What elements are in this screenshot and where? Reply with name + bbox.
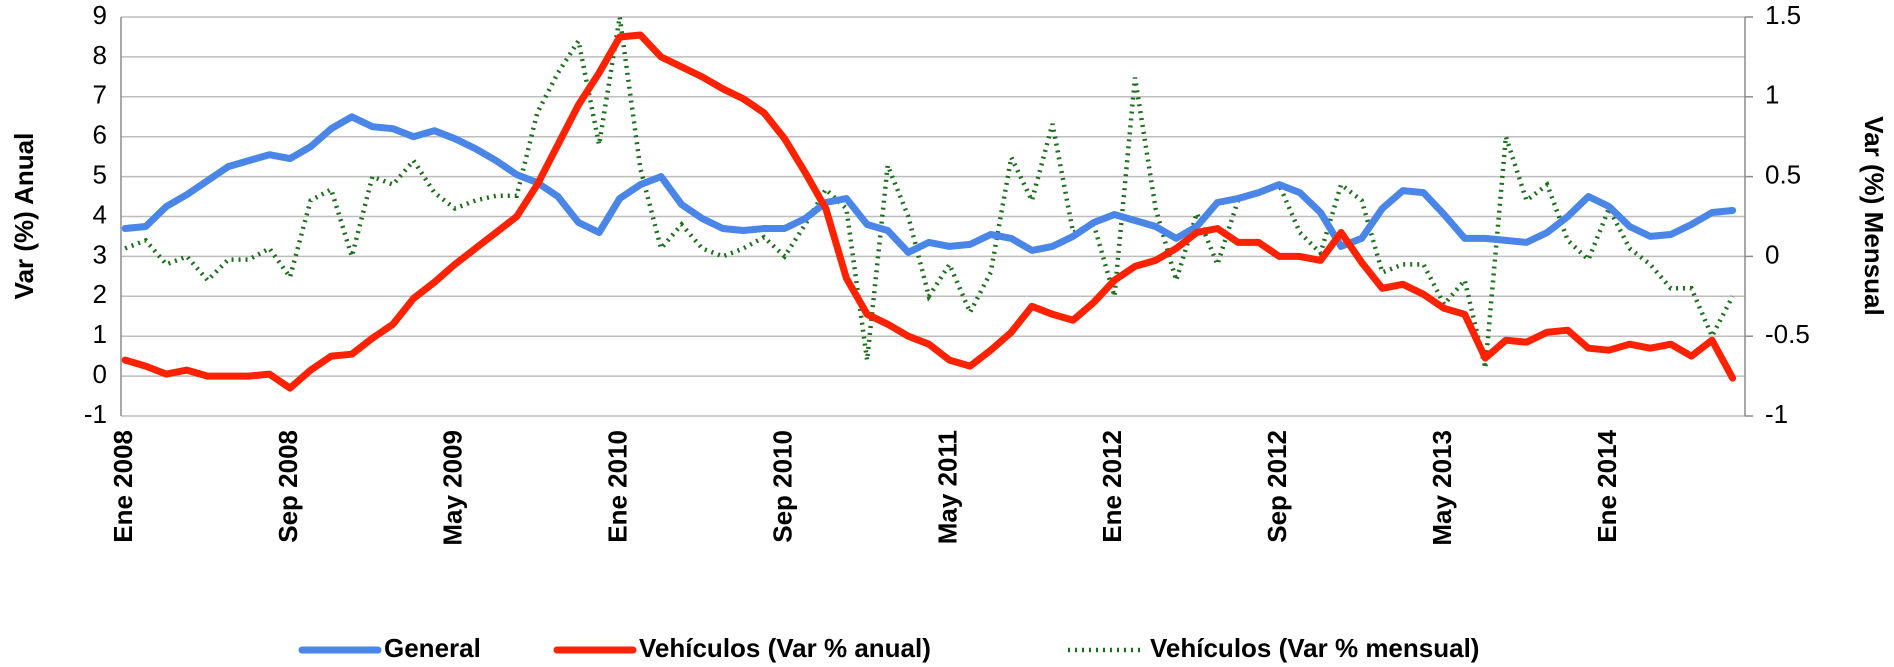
x-tick-label: Ene 2010 — [603, 430, 633, 543]
y2-tick-label: 0.5 — [1765, 159, 1801, 189]
y-tick-label: 0 — [93, 359, 107, 389]
y2-axis-title: Var (%) Mensual — [1859, 116, 1889, 315]
y-tick-label: 2 — [93, 279, 107, 309]
legend-label: Vehículos (Var % mensual) — [1150, 633, 1479, 663]
x-tick-label: May 2009 — [438, 430, 468, 546]
series-line — [121, 113, 1737, 256]
x-tick-label: Ene 2014 — [1592, 429, 1622, 542]
series-line — [124, 16, 1735, 369]
y2-tick-label: -1 — [1765, 399, 1788, 429]
y-tick-label: 6 — [93, 120, 107, 150]
y2-tick-label: 1.5 — [1765, 0, 1801, 30]
y2-tick-label: -0.5 — [1765, 319, 1810, 349]
x-tick-label: Ene 2012 — [1097, 430, 1127, 543]
x-tick-label: Sep 2010 — [767, 430, 797, 543]
y-tick-label: 7 — [93, 80, 107, 110]
y-axis-title: Var (%) Anual — [9, 133, 39, 300]
x-tick-label: Sep 2012 — [1262, 430, 1292, 543]
legend-label: General — [384, 633, 481, 663]
y-tick-label: 1 — [93, 319, 107, 349]
y-tick-label: 5 — [93, 159, 107, 189]
x-tick-label: May 2011 — [932, 430, 962, 544]
x-tick-label: Sep 2008 — [273, 430, 303, 543]
series-line — [121, 31, 1737, 392]
y2-tick-label: 0 — [1765, 239, 1779, 269]
x-tick-label: Ene 2008 — [108, 430, 138, 543]
legend-label: Vehículos (Var % anual) — [639, 633, 931, 663]
x-tick-label: May 2013 — [1427, 430, 1457, 546]
y2-tick-label: 1 — [1765, 80, 1779, 110]
y-tick-label: 8 — [93, 40, 107, 70]
y-tick-label: 4 — [93, 199, 107, 229]
y-tick-label: 3 — [93, 239, 107, 269]
y-tick-label: 9 — [93, 0, 107, 30]
y-tick-label: -1 — [84, 399, 107, 429]
